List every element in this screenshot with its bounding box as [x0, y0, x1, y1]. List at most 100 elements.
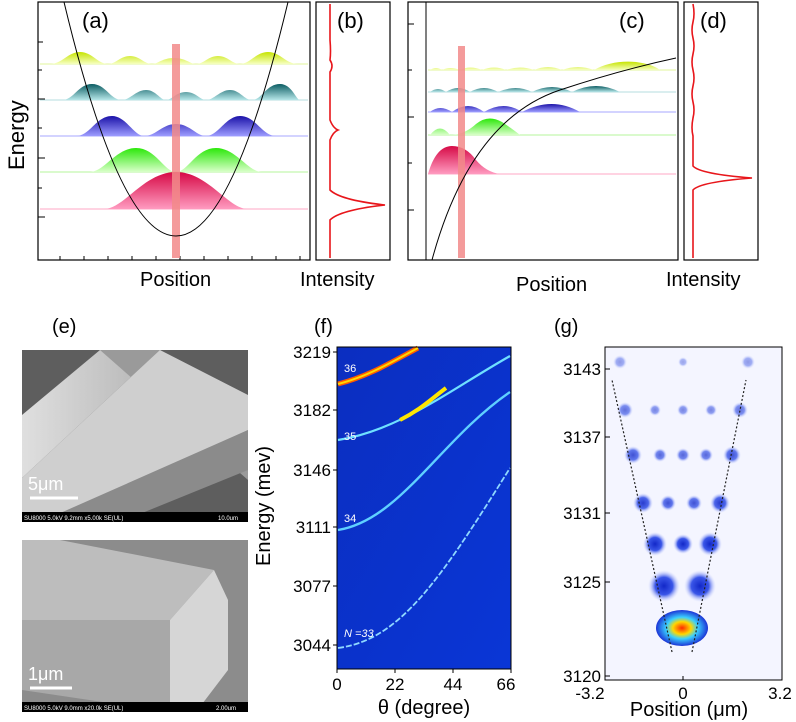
- sem-bottom-footer: SU8000 5.0kV 9.0mm x20.0k SE(UL): [24, 706, 123, 712]
- panel-d-frame: [683, 1, 759, 261]
- panel-f-frame: [336, 346, 512, 670]
- g-xtick-2: 3.2: [768, 684, 792, 703]
- panel-g: (g): [554, 316, 792, 721]
- g-spot-2b: [673, 534, 693, 554]
- panel-f-xticklabels: 0 22 44 66: [332, 675, 515, 694]
- mode-label-33: N =33: [344, 628, 375, 640]
- g-xtick-0: -3.2: [575, 684, 604, 703]
- g-spot-4c: [676, 448, 690, 462]
- sem-top-scale-label: 5μm: [28, 474, 63, 494]
- panel-g-spots: [613, 355, 755, 646]
- panel-e-tag: (e): [52, 316, 76, 338]
- g-spot-1a: [648, 570, 680, 602]
- panel-f-ticks: [333, 351, 512, 673]
- panel-g-xlabel: Position (μm): [630, 699, 748, 721]
- panel-b-spectrum: [329, 4, 386, 258]
- f-xtick-3: 66: [497, 675, 516, 694]
- panel-c-mode-2: [430, 104, 580, 112]
- panel-b-frame: [315, 1, 391, 261]
- g-spot-5b: [649, 404, 661, 416]
- f-ytick-0: 3219: [293, 343, 331, 362]
- panel-f-ylabel: Energy (mev): [253, 446, 275, 566]
- panel-a-mode-3: [62, 84, 300, 100]
- g-spot-4d: [699, 448, 713, 462]
- mode-label-34: 34: [344, 513, 356, 525]
- f-ytick-3: 3111: [296, 518, 331, 537]
- sem-image-top: 5μm SU8000 5.0kV 9.2mm x5.00k SE(UL) 10.…: [22, 350, 248, 522]
- panel-d-spectrum: [691, 3, 753, 258]
- panel-f-map: [337, 347, 511, 669]
- panel-b-xlabel: Intensity: [300, 269, 374, 291]
- f-ytick-5: 3044: [293, 636, 331, 655]
- panel-a-frame: [37, 1, 311, 261]
- g-spot-0: [656, 610, 708, 646]
- g-spot-5e: [732, 402, 748, 418]
- g-spot-4e: [723, 446, 741, 464]
- g-ytick-0: 3143: [563, 360, 601, 379]
- panel-a-parabola: [63, 1, 289, 237]
- panel-d-tag: (d): [700, 8, 727, 33]
- panel-a: (a) Position Energy: [4, 1, 311, 291]
- panel-f-dispersion-curves: [337, 345, 511, 649]
- sem-image-bottom: 1μm SU8000 5.0kV 9.0mm x20.0k SE(UL) 2.0…: [22, 540, 248, 712]
- mode-label-36: 36: [344, 363, 356, 375]
- sem-bottom-scale-label: 1μm: [28, 664, 63, 684]
- panel-g-yticklabels: 3143 3137 3131 3125 3120: [563, 360, 601, 686]
- g-spot-3c: [686, 495, 702, 511]
- panel-f: (f) 36 35 34 N =33 3219 3182 3146 3111 3…: [253, 316, 515, 719]
- panel-a-ylabel: Energy: [4, 100, 29, 170]
- curve-mode-34: [337, 391, 511, 532]
- panel-c-mode-3: [430, 86, 620, 92]
- g-spot-4a: [624, 446, 642, 464]
- f-xtick-0: 0: [332, 675, 341, 694]
- g-spot-5c: [677, 404, 689, 416]
- panel-c-tag: (c): [619, 8, 645, 33]
- g-spot-2a: [643, 532, 667, 556]
- f-ytick-2: 3146: [293, 461, 331, 480]
- curve-mode-35-hot: [399, 386, 448, 422]
- g-spot-6a: [613, 355, 627, 369]
- panel-f-tag: (f): [314, 316, 333, 338]
- g-spot-5a: [617, 402, 633, 418]
- sem-bottom-footer-right: 2.00um: [216, 706, 236, 712]
- panel-d-xlabel: Intensity: [666, 269, 740, 291]
- panel-c-xlabel: Position: [516, 274, 587, 296]
- sem-top-footer-right: 10.0um: [218, 516, 238, 522]
- g-spot-2c: [698, 532, 722, 556]
- panel-g-ticks: [605, 368, 783, 680]
- g-spot-6c: [741, 355, 755, 369]
- panel-a-ticks: [38, 41, 301, 260]
- g-spot-6b: [678, 357, 688, 367]
- g-spot-3a: [633, 493, 653, 513]
- g-spot-5d: [705, 404, 717, 416]
- f-xtick-2: 44: [444, 675, 463, 694]
- g-ytick-1: 3137: [563, 428, 601, 447]
- curve-mode-33: [337, 467, 511, 649]
- g-ytick-4: 3120: [563, 667, 601, 686]
- panel-e: (e) 5μm SU8000 5.0kV 9.2mm x5.00k SE(UL)…: [22, 316, 248, 712]
- sem-top-footer: SU8000 5.0kV 9.2mm x5.00k SE(UL): [24, 516, 123, 522]
- panel-g-envelope: [611, 379, 747, 653]
- curve-mode-35: [337, 355, 511, 442]
- panel-b: (b) Intensity: [300, 1, 391, 291]
- f-ytick-4: 3077: [293, 577, 331, 596]
- panel-f-yticklabels: 3219 3182 3146 3111 3077 3044: [293, 343, 331, 655]
- panel-c-ticks: [408, 23, 414, 211]
- f-ytick-1: 3182: [293, 401, 331, 420]
- panel-c-potential: [431, 57, 677, 261]
- panel-g-xticklabels: -3.2 0 3.2: [575, 684, 791, 703]
- panel-b-tag: (b): [337, 8, 364, 33]
- g-spot-3b: [660, 495, 676, 511]
- panel-c-pump-beam: [458, 46, 465, 258]
- g-ytick-2: 3131: [563, 504, 601, 523]
- g-spot-3d: [710, 493, 730, 513]
- panel-c-frame: [407, 1, 679, 261]
- panel-a-tag: (a): [82, 8, 109, 33]
- panel-c: (c) Position: [407, 1, 679, 296]
- panel-c-mode-4: [430, 61, 660, 70]
- g-spot-1b: [684, 570, 716, 602]
- g-ytick-3: 3125: [563, 573, 601, 592]
- panel-d: (d) Intensity: [666, 1, 759, 291]
- mode-label-35: 35: [344, 431, 356, 443]
